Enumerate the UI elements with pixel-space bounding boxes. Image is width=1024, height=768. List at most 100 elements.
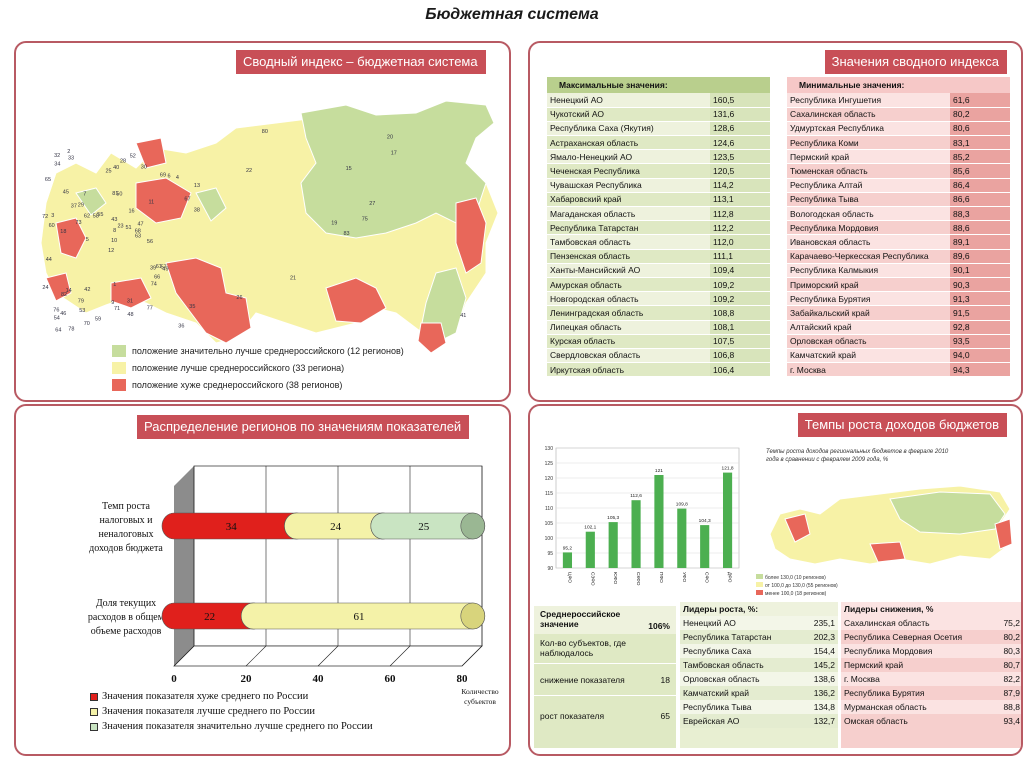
region-value: 108,1 — [710, 320, 770, 335]
leader-down-row: Республика Мордовия 80,3 — [841, 644, 1021, 658]
region-name: Чувашская Республика — [547, 178, 710, 193]
grid-line — [461, 645, 483, 667]
map-region-red — [165, 257, 252, 344]
region-number: 21 — [290, 275, 296, 281]
region-name: Хабаровский край — [547, 192, 710, 208]
map-region-green — [75, 187, 107, 216]
region-number: 45 — [63, 189, 69, 195]
region-value: 80,6 — [950, 121, 1010, 137]
region-number: 42 — [84, 287, 90, 293]
region-value: 109,2 — [710, 277, 770, 293]
legend-swatch — [90, 722, 98, 731]
y-tick-label: 130 — [545, 446, 554, 452]
min-values-header: Минимальные значения: — [787, 77, 1010, 93]
dist-legend-item: Значения показателя хуже среднего по Рос… — [90, 691, 308, 702]
region-number: 12 — [108, 248, 114, 254]
region-number: 65 — [45, 177, 51, 183]
map-region-green — [195, 187, 227, 222]
map-legend-item: положение значительно лучше среднероссий… — [112, 345, 404, 357]
region-value: 109,2 — [710, 291, 770, 307]
region-number: 26 — [236, 295, 242, 301]
grid-line — [173, 645, 195, 667]
region-name: Карачаево-Черкесская Республика — [787, 249, 950, 264]
x-tick-label: 60 — [385, 673, 397, 685]
x-category-label: СФО — [704, 572, 710, 583]
region-value: 80,2 — [950, 107, 1010, 122]
x-tick-label: 80 — [457, 673, 469, 685]
region-value: 202,3 — [813, 632, 835, 642]
region-name: Приморский край — [787, 277, 950, 293]
region-number: 47 — [138, 221, 144, 227]
region-value: 85,6 — [950, 163, 1010, 179]
region-number: 31 — [127, 299, 133, 305]
region-number: 29 — [78, 202, 84, 208]
panel-growth: Темпы роста доходов бюджетов 90 95 100 105 1… — [528, 404, 1023, 756]
region-name: Орловская область — [787, 334, 950, 349]
min-value-row: Республика Ингушетия 61,6 — [787, 93, 1010, 108]
x-tick-label: 20 — [241, 673, 253, 685]
russia-regions-map: 8322192627212015177580411813121178811614… — [40, 100, 499, 354]
region-name: Республика Алтай — [787, 178, 950, 193]
max-value-row: Республика Саха (Якутия) 128,6 — [547, 121, 770, 137]
region-name: Сахалинская область — [844, 618, 930, 628]
region-number: 79 — [78, 299, 84, 305]
region-number: 33 — [68, 156, 74, 162]
region-number: 24 — [42, 285, 48, 291]
bar — [631, 500, 641, 568]
y-tick-label: 90 — [547, 566, 553, 572]
mini-map-red — [994, 518, 1013, 550]
region-value: 160,5 — [710, 93, 770, 108]
region-number: 56 — [147, 239, 153, 245]
x-category-label: СКФО — [635, 572, 641, 586]
legend-label: Значения показателя значительно лучше ср… — [102, 721, 373, 732]
region-number: 20 — [387, 134, 393, 140]
min-value-row: Сахалинская область 80,2 — [787, 107, 1010, 122]
region-number: 67 — [184, 197, 190, 203]
region-value: 108,8 — [710, 305, 770, 321]
region-value: 89,1 — [950, 234, 1010, 250]
region-number: 32 — [54, 153, 60, 159]
region-number: 10 — [111, 238, 117, 244]
x-category-label: УФО — [681, 572, 687, 583]
min-value-row: Карачаево-Черкесская Республика 89,6 — [787, 249, 1010, 264]
bar — [562, 552, 573, 568]
region-value: 132,7 — [813, 716, 835, 726]
min-value-row: Республика Тыва 86,6 — [787, 192, 1010, 208]
region-name: Магаданская область — [547, 206, 710, 222]
region-name: Астраханская область — [547, 135, 710, 151]
region-name: Республика Бурятия — [844, 688, 925, 698]
region-number: 7 — [83, 192, 86, 198]
region-value: 89,6 — [950, 249, 1010, 264]
map-region-red — [455, 197, 487, 274]
category-label: Доля текущих расходов в общем объеме расхо… — [88, 598, 165, 637]
region-value: 85,2 — [950, 149, 1010, 165]
panel-tag-growth: Темпы роста доходов бюджетов — [796, 412, 1007, 437]
region-number: 28 — [120, 158, 126, 164]
min-value-row: Республика Алтай 86,4 — [787, 178, 1010, 193]
x-tick-label: 40 — [313, 673, 325, 685]
region-name: Камчатский край — [683, 688, 750, 698]
leader-down-row: Республика Северная Осетия 80,2 — [841, 630, 1021, 644]
min-value-row: Пермский край 85,2 — [787, 149, 1010, 165]
bar-value-label: 112,6 — [630, 493, 642, 499]
region-number: 58 — [93, 213, 99, 219]
legend-swatch — [112, 362, 126, 374]
max-value-row: Пензенская область 111,1 — [547, 249, 770, 264]
legend-swatch — [90, 707, 98, 716]
region-number: 30 — [141, 165, 147, 171]
region-value: 87,9 — [1003, 688, 1020, 698]
region-number: 23 — [118, 224, 124, 230]
region-number: 39 — [150, 265, 156, 271]
max-value-row: Ханты-Мансийский АО 109,4 — [547, 263, 770, 278]
min-values-table: Минимальные значения: Республика Ингушет… — [787, 77, 1010, 378]
region-number: 59 — [95, 316, 101, 322]
region-number: 74 — [151, 282, 157, 288]
region-name: Республика Татарстан — [547, 220, 710, 236]
map-region-red — [135, 137, 167, 169]
panel-tag-summary-index: Сводный индекс – бюджетная система — [235, 49, 486, 74]
region-name: Тамбовская область — [683, 660, 764, 670]
grid-line — [245, 645, 267, 667]
legend-label: Значения показателя лучше среднего по Ро… — [102, 706, 315, 717]
bar-segment-cap — [460, 512, 486, 540]
min-value-row: Камчатский край 94,0 — [787, 348, 1010, 364]
